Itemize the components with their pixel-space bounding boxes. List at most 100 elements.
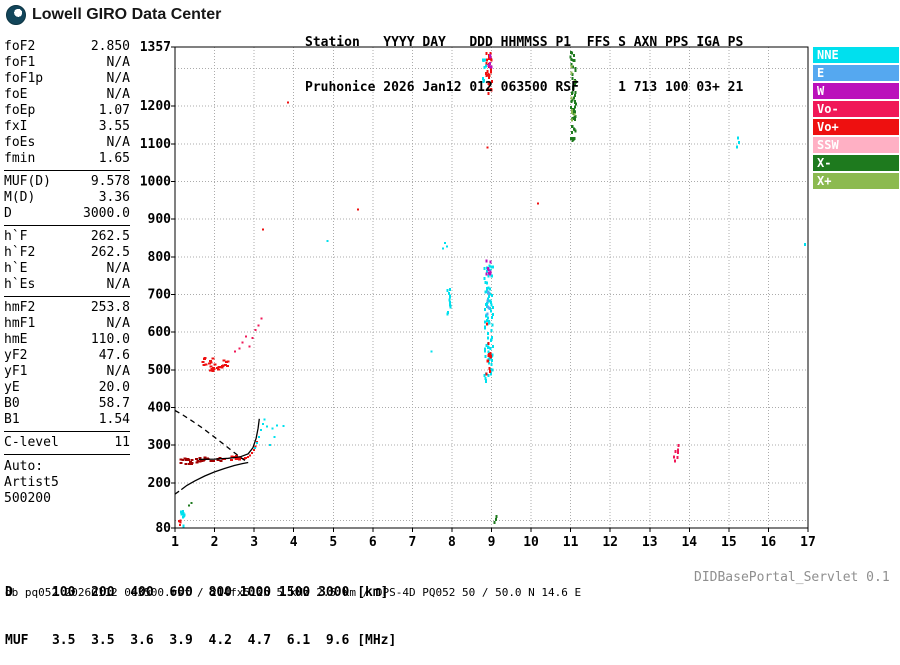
- param-label: MUF(D): [4, 174, 51, 189]
- axis-labels: 1 2 3 4 5 6 7 8 9 10 11 12 13 14 15 16 17802003004005006…: [140, 40, 816, 550]
- param-row-c-level: C-level 11: [4, 435, 130, 451]
- svg-text:1100: 1100: [140, 137, 171, 152]
- param-group: MUF(D) 9.578 M(D) 3.36 D 3000.0: [4, 174, 130, 226]
- param-value: 47.6: [98, 348, 130, 363]
- svg-text:300: 300: [148, 438, 172, 453]
- svg-text:10: 10: [523, 535, 539, 550]
- legend: NNE E W Vo- Vo+ SSW X- X+: [813, 47, 899, 191]
- svg-text:7: 7: [408, 535, 416, 550]
- param-row-foep: foEp 1.07: [4, 103, 130, 119]
- param-row-hme: hmE 110.0: [4, 332, 130, 348]
- param-label: foEp: [4, 103, 36, 118]
- param-row-h-es: h`Es N/A: [4, 277, 130, 293]
- param-group: C-level 11: [4, 435, 130, 455]
- station-header: Station YYYY DAY DDD HHMMSS P1 FFS S AXN…: [305, 5, 743, 110]
- param-group: foF2 2.850 foF1 N/A foF1p N/A foE N/A foEp 1.07 fx…: [4, 39, 130, 171]
- param-value: 3.36: [98, 190, 130, 205]
- param-label: B0: [4, 396, 20, 411]
- param-value: N/A: [106, 71, 130, 86]
- svg-text:11: 11: [563, 535, 579, 550]
- svg-text:2: 2: [211, 535, 219, 550]
- dmuf-table: D 100 200 400 600 800 1000 1500 3000 [km…: [5, 553, 396, 665]
- param-label: h`F2: [4, 245, 36, 260]
- svg-text:1200: 1200: [140, 99, 171, 114]
- param-label: fmin: [4, 151, 36, 166]
- param-value: 253.8: [90, 300, 130, 315]
- param-row-muf-d-: MUF(D) 9.578: [4, 174, 130, 190]
- param-row-fxi: fxI 3.55: [4, 119, 130, 135]
- param-value: 20.0: [98, 380, 130, 395]
- param-label: h`F: [4, 229, 28, 244]
- file-status-line: db pq052 20260112 063500.rsf / 214fx512h…: [5, 586, 582, 599]
- legend-item-ssw: SSW: [813, 137, 899, 153]
- app-logo: Lowell GIRO Data Center: [6, 5, 221, 25]
- param-label: foE: [4, 87, 28, 102]
- param-value: 262.5: [90, 229, 130, 244]
- ionogram-chart: 1 2 3 4 5 6 7 8 9 10 11 12 13 14 15 16 17802003004005006…: [140, 40, 816, 550]
- legend-item-e: E: [813, 65, 899, 81]
- auto-scaler-line: Auto:: [4, 459, 44, 474]
- svg-text:80: 80: [155, 521, 171, 536]
- param-value: N/A: [106, 316, 130, 331]
- param-label: h`Es: [4, 277, 36, 292]
- svg-text:700: 700: [148, 287, 172, 302]
- param-label: D: [4, 206, 12, 221]
- legend-item-w: W: [813, 83, 899, 99]
- param-label: C-level: [4, 435, 59, 450]
- param-label: hmF2: [4, 300, 36, 315]
- param-label: B1: [4, 412, 20, 427]
- param-row-foe: foE N/A: [4, 87, 130, 103]
- param-value: N/A: [106, 364, 130, 379]
- servlet-version-label: DIDBasePortal_Servlet 0.1: [694, 570, 890, 585]
- param-label: yE: [4, 380, 20, 395]
- station-header-values: Pruhonice 2026 Jan12 012 063500 RSF 1 71…: [305, 80, 744, 95]
- param-row-hmf2: hmF2 253.8: [4, 300, 130, 316]
- param-row-hmf1: hmF1 N/A: [4, 316, 130, 332]
- auto-scaler-block: Auto: Artist5 500200: [4, 459, 130, 507]
- svg-text:200: 200: [148, 476, 172, 491]
- param-value: 2.850: [90, 39, 130, 54]
- param-row-h-e: h`E N/A: [4, 261, 130, 277]
- param-group: hmF2 253.8 hmF1 N/A hmE 110.0 yF2 47.6 yF1 N/A yE 2…: [4, 300, 130, 432]
- svg-text:9: 9: [488, 535, 496, 550]
- param-value: 58.7: [98, 396, 130, 411]
- param-value: 1.07: [98, 103, 130, 118]
- muf-row: MUF 3.5 3.5 3.6 3.9 4.2 4.7 6.1 9.6 [MHz…: [5, 633, 397, 648]
- svg-text:12: 12: [602, 535, 618, 550]
- param-row-yf1: yF1 N/A: [4, 364, 130, 380]
- svg-text:6: 6: [369, 535, 377, 550]
- param-value: N/A: [106, 135, 130, 150]
- param-row-d: D 3000.0: [4, 206, 130, 222]
- svg-text:1000: 1000: [140, 174, 171, 189]
- station-header-columns: Station YYYY DAY DDD HHMMSS P1 FFS S AXN…: [305, 35, 744, 50]
- param-row-fof1p: foF1p N/A: [4, 71, 130, 87]
- legend-item-x: X+: [813, 173, 899, 189]
- legend-item-vo: Vo+: [813, 119, 899, 135]
- echo-points: [177, 50, 807, 528]
- param-label: foF2: [4, 39, 36, 54]
- param-value: N/A: [106, 277, 130, 292]
- svg-text:14: 14: [681, 535, 697, 550]
- param-row-h-f2: h`F2 262.5: [4, 245, 130, 261]
- param-row-m-d-: M(D) 3.36: [4, 190, 130, 206]
- param-row-b0: B0 58.7: [4, 396, 130, 412]
- param-value: 9.578: [90, 174, 130, 189]
- param-row-fmin: fmin 1.65: [4, 151, 130, 167]
- svg-text:400: 400: [148, 400, 172, 415]
- param-row-ye: yE 20.0: [4, 380, 130, 396]
- auto-scaler-line: 500200: [4, 491, 51, 506]
- param-label: M(D): [4, 190, 36, 205]
- svg-text:8: 8: [448, 535, 456, 550]
- param-row-yf2: yF2 47.6: [4, 348, 130, 364]
- param-value: 262.5: [90, 245, 130, 260]
- param-label: hmF1: [4, 316, 36, 331]
- svg-text:1: 1: [171, 535, 179, 550]
- param-label: fxI: [4, 119, 28, 134]
- svg-text:5: 5: [329, 535, 337, 550]
- giro-logo-icon: [6, 5, 26, 25]
- param-value: 1.65: [98, 151, 130, 166]
- auto-scaler-line: Artist5: [4, 475, 59, 490]
- param-row-foes: foEs N/A: [4, 135, 130, 151]
- param-value: N/A: [106, 87, 130, 102]
- svg-text:17: 17: [800, 535, 816, 550]
